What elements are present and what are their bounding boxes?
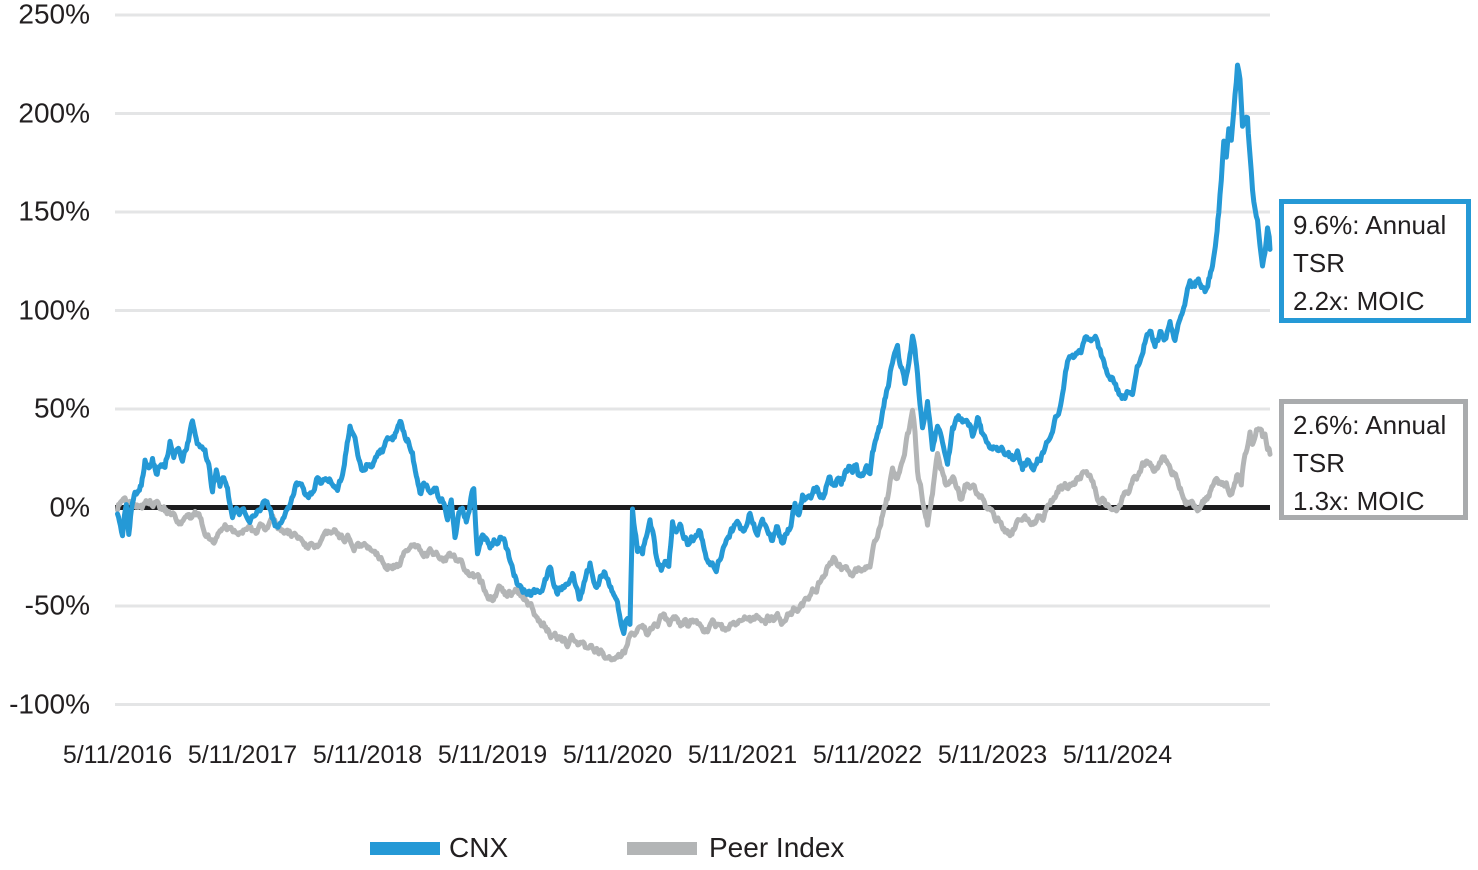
peer-index-line bbox=[115, 407, 1273, 663]
y-tick-label: -50% bbox=[24, 589, 90, 621]
y-tick-label: 150% bbox=[18, 195, 90, 227]
series-lines bbox=[115, 62, 1273, 663]
x-tick-label: 5/11/2023 bbox=[937, 741, 1048, 769]
peer-callout-tsr: 2.6%: Annual TSR bbox=[1293, 410, 1447, 478]
y-tick-label: 250% bbox=[18, 0, 90, 30]
gridlines bbox=[115, 13, 1270, 706]
cnx-callout-moic: 2.2x: MOIC bbox=[1293, 286, 1425, 316]
peer-callout-moic: 1.3x: MOIC bbox=[1293, 486, 1425, 516]
cnx-legend-swatch bbox=[370, 842, 440, 855]
cnx-callout-box: 9.6%: Annual TSR 2.2x: MOIC bbox=[1279, 199, 1471, 323]
peer-callout-box: 2.6%: Annual TSR 1.3x: MOIC bbox=[1279, 399, 1468, 520]
peer-legend-label: Peer Index bbox=[709, 832, 845, 863]
y-tick-label: 200% bbox=[18, 96, 90, 128]
y-tick-label: 100% bbox=[18, 293, 90, 325]
x-tick-label: 5/11/2017 bbox=[187, 741, 298, 769]
x-tick-label: 5/11/2016 bbox=[62, 741, 173, 769]
cnx-legend-label: CNX bbox=[449, 832, 509, 863]
cnx-callout-tsr: 9.6%: Annual TSR bbox=[1293, 210, 1447, 278]
x-tick-label: 5/11/2024 bbox=[1062, 741, 1173, 769]
y-tick-label: -100% bbox=[9, 687, 90, 719]
x-tick-label: 5/11/2018 bbox=[312, 741, 423, 769]
x-tick-label: 5/11/2022 bbox=[812, 741, 923, 769]
peer-legend-swatch bbox=[627, 842, 697, 855]
x-tick-label: 5/11/2021 bbox=[687, 741, 798, 769]
y-tick-label: 50% bbox=[33, 392, 90, 424]
cnx-line bbox=[115, 62, 1273, 636]
x-tick-label: 5/11/2019 bbox=[437, 741, 548, 769]
y-tick-label: 0% bbox=[49, 490, 90, 522]
x-tick-label: 5/11/2020 bbox=[562, 741, 673, 769]
